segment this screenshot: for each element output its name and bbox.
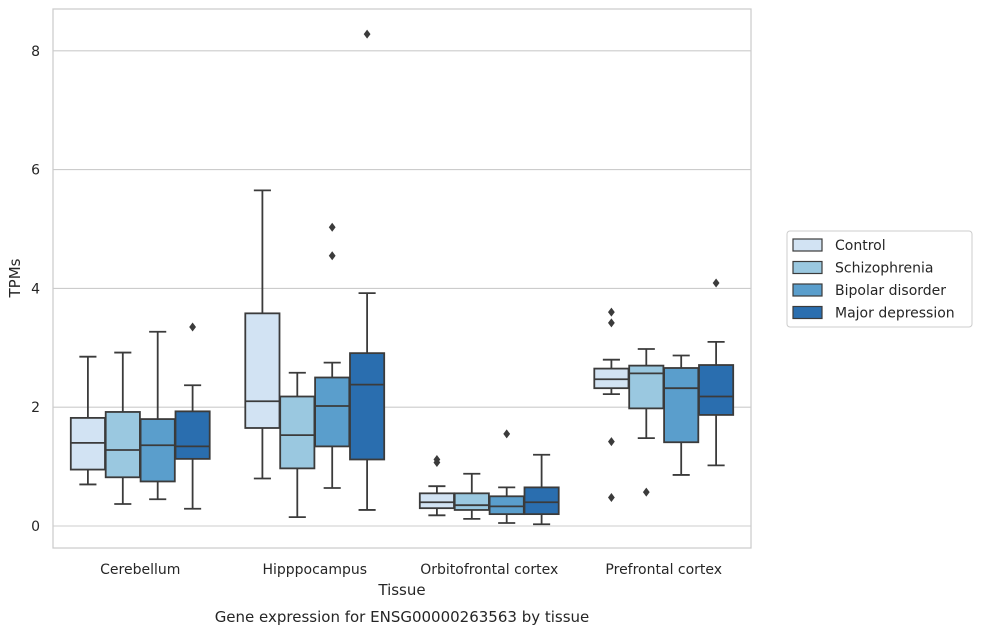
outlier-point [642,487,650,497]
box-2-0 [418,454,455,517]
outlier-point [608,492,615,502]
legend-items: Control Schizophrenia Bipolar disorder Majo… [792,238,955,322]
box-3-3 [698,278,735,467]
legend-swatch [792,260,823,275]
outlier-point [189,322,196,332]
legend-label: Schizophrenia [835,261,933,277]
outlier-point [608,318,615,328]
outlier-point [328,251,336,261]
x-tick-label: Hipppocampus [262,562,367,578]
box-1-0 [244,189,281,480]
box-0-0 [69,355,106,486]
outlier-point [712,278,720,288]
outlier-point [363,29,371,39]
legend-swatch [792,283,823,297]
outlier-point [608,437,615,447]
y-tick-label: 6 [31,163,40,179]
outlier-point [328,222,336,232]
box-3-1 [628,348,665,497]
box-body [418,492,455,510]
box-2-1 [453,472,490,520]
outlier-point [503,429,511,439]
x-tick-label: Orbitofrontal cortex [420,562,558,578]
box-body [314,376,351,448]
chart-caption: Gene expression for ENSG00000263563 by t… [215,608,590,626]
legend-frame [786,230,973,328]
x-tick-label: Prefrontal cortex [605,562,722,578]
box-body [663,367,700,444]
box-body [279,395,316,470]
x-axis-label: Tissue [377,581,425,599]
x-tick-labels: Cerebellum Hipppocampus Orbitofrontal cort… [100,562,722,578]
y-tick-label: 4 [31,281,40,297]
box-body [523,486,560,516]
x-tick-label: Cerebellum [100,562,180,578]
box-body [349,352,386,461]
legend-swatch [792,305,823,320]
box-3-2 [663,354,700,476]
y-tick-label: 2 [31,400,40,416]
y-tick-label: 8 [31,44,40,60]
outlier-point [433,454,441,464]
legend-label: Major depression [835,306,955,322]
box-body [628,364,665,410]
plot-frame [52,8,752,549]
box-1-1 [279,371,316,518]
box-body [488,495,525,516]
box-body [104,411,141,479]
box-body [139,418,176,483]
box-3-0 [593,307,630,502]
box-1-3 [349,29,386,511]
box-2-2 [488,429,525,524]
box-body [174,410,211,460]
box-body [453,492,490,511]
box-plots [69,29,735,526]
box-2-3 [523,453,560,526]
y-tick-labels: 0 2 4 6 8 [31,44,40,535]
legend-label: Bipolar disorder [835,283,946,299]
legend-label: Control [835,238,886,254]
box-0-2 [139,330,176,501]
box-body [698,364,735,416]
legend-swatch [792,238,823,252]
outlier-point [608,307,615,317]
box-1-2 [314,222,351,489]
y-axis-label: TPMs [6,258,24,298]
box-body [244,312,281,429]
box-0-1 [104,351,141,505]
legend: Control Schizophrenia Bipolar disorder Majo… [786,230,973,328]
box-0-3 [174,322,211,510]
y-tick-label: 0 [31,519,40,535]
